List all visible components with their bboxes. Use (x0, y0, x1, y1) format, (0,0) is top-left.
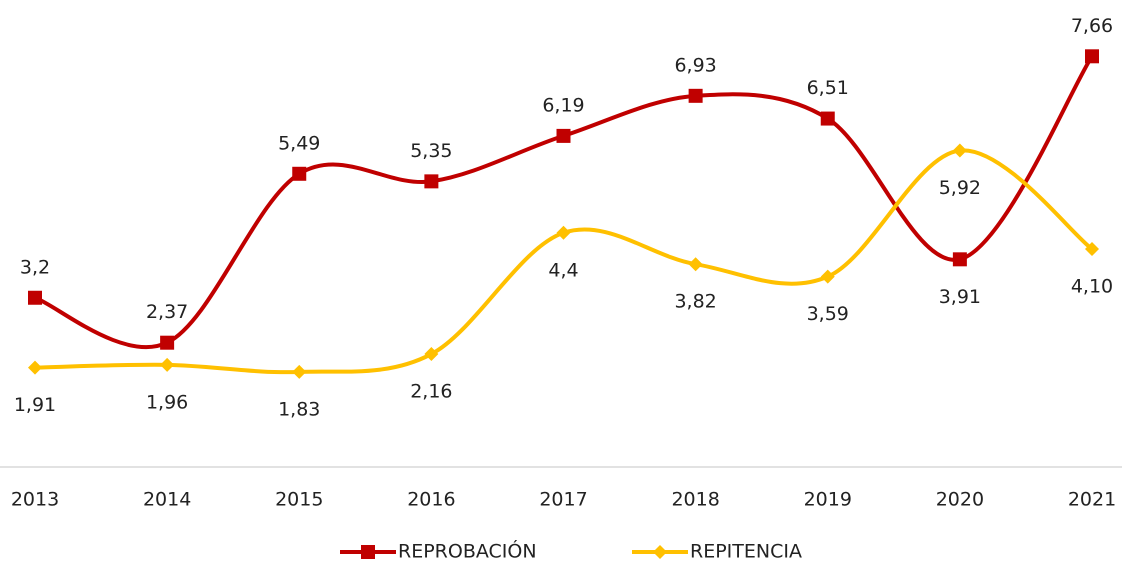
data-label: 1,96 (146, 391, 188, 413)
data-point (556, 128, 571, 143)
x-tick-label: 2013 (11, 489, 59, 511)
data-point (1085, 49, 1099, 64)
data-point (952, 252, 967, 267)
data-point (688, 257, 703, 272)
data-point (28, 290, 42, 305)
legend-marker (361, 545, 375, 559)
x-tick-label: 2018 (671, 489, 719, 511)
data-label: 1,83 (278, 398, 320, 420)
data-label: 1,91 (14, 394, 56, 416)
data-point (292, 364, 307, 379)
data-point (1085, 242, 1099, 257)
data-point (28, 360, 42, 375)
legend-label: REPITENCIA (690, 541, 802, 563)
x-tick-label: 2015 (275, 489, 323, 511)
data-label: 5,35 (410, 140, 452, 162)
data-label: 7,66 (1071, 15, 1113, 37)
legend-label: REPROBACIÓN (398, 539, 537, 563)
data-point (952, 143, 967, 158)
data-point (292, 166, 307, 181)
data-label: 5,92 (939, 177, 981, 199)
data-point (160, 357, 175, 372)
x-tick-label: 2017 (539, 489, 587, 511)
data-point (820, 111, 835, 126)
legend-marker (653, 545, 667, 559)
series-line (33, 148, 1094, 375)
data-point (820, 269, 835, 284)
data-point (688, 88, 703, 103)
x-tick-label: 2021 (1068, 489, 1116, 511)
data-label: 3,59 (807, 303, 849, 325)
data-label: 4,10 (1071, 276, 1113, 298)
data-label: 6,19 (542, 94, 584, 116)
data-point (424, 174, 439, 189)
data-label: 2,16 (410, 381, 452, 403)
data-label: 3,82 (674, 291, 716, 313)
data-label: 6,51 (807, 77, 849, 99)
x-tick-label: 2020 (936, 489, 984, 511)
data-label: 5,49 (278, 132, 320, 154)
data-label: 3,2 (20, 256, 50, 278)
data-label: 6,93 (674, 54, 716, 76)
data-label: 2,37 (146, 301, 188, 323)
data-label: 4,4 (548, 259, 578, 281)
data-point (556, 225, 571, 240)
data-label: 3,91 (939, 286, 981, 308)
data-point (424, 347, 439, 362)
x-tick-label: 2016 (407, 489, 455, 511)
data-point (160, 335, 175, 350)
x-tick-label: 2019 (804, 489, 852, 511)
x-tick-label: 2014 (143, 489, 191, 511)
